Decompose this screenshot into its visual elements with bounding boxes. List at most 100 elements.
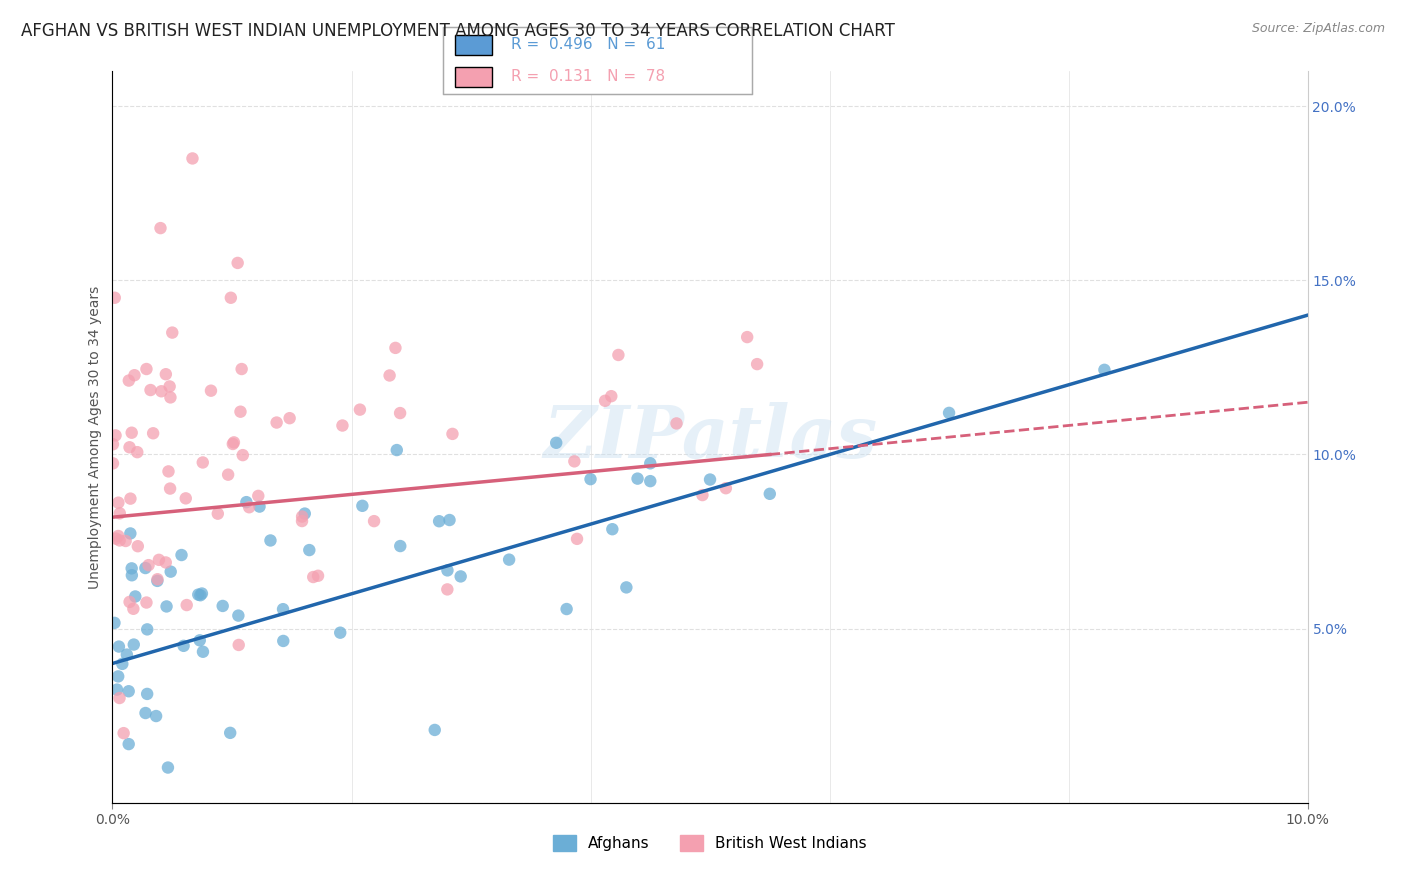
Point: [298, 543, 321, 558]
Point: [156, 760, 179, 774]
Point: [142, 426, 165, 441]
Y-axis label: Unemployment Among Ages 30 to 34 years: Unemployment Among Ages 30 to 34 years: [89, 285, 103, 589]
Point: [107, 496, 129, 510]
Point: [219, 291, 242, 305]
Point: [291, 509, 314, 524]
Point: [219, 726, 242, 740]
Point: [247, 489, 270, 503]
Point: [150, 384, 173, 399]
Point: [104, 532, 127, 546]
Point: [114, 533, 136, 548]
Point: [307, 568, 329, 582]
Point: [162, 326, 184, 340]
Point: [378, 368, 401, 383]
Point: [118, 684, 141, 698]
Point: [118, 374, 141, 388]
Point: [155, 368, 177, 382]
Point: [118, 440, 141, 454]
Point: [441, 426, 464, 441]
Point: [266, 416, 288, 430]
Point: [155, 599, 177, 614]
Point: [222, 437, 245, 451]
Point: [232, 448, 254, 462]
Point: [564, 454, 586, 468]
Point: [439, 513, 461, 527]
Point: [118, 595, 141, 609]
Point: [640, 456, 662, 470]
Point: [294, 507, 316, 521]
Point: [108, 691, 131, 706]
Point: [118, 737, 141, 751]
Point: [155, 556, 177, 570]
Point: [217, 467, 239, 482]
Point: [231, 362, 253, 376]
Point: [174, 491, 197, 506]
Point: [302, 570, 325, 584]
Text: Source: ZipAtlas.com: Source: ZipAtlas.com: [1251, 22, 1385, 36]
Point: [436, 563, 458, 577]
Point: [249, 500, 271, 514]
Point: [735, 330, 758, 344]
Legend: Afghans, British West Indians: Afghans, British West Indians: [547, 830, 873, 857]
Point: [121, 425, 143, 440]
Point: [122, 601, 145, 615]
Point: [120, 526, 142, 541]
Point: [565, 532, 588, 546]
Point: [759, 487, 782, 501]
Point: [159, 565, 181, 579]
Point: [665, 417, 688, 431]
Point: [149, 221, 172, 235]
Point: [115, 648, 138, 662]
Point: [108, 506, 131, 520]
Point: [188, 633, 211, 648]
Point: [238, 500, 260, 515]
Point: [271, 634, 294, 648]
Point: [101, 456, 124, 470]
Point: [352, 499, 374, 513]
Point: [107, 669, 129, 683]
Point: [938, 406, 960, 420]
Point: [145, 709, 167, 723]
Point: [139, 383, 162, 397]
FancyBboxPatch shape: [456, 35, 492, 55]
Point: [349, 402, 371, 417]
Point: [138, 558, 160, 573]
Point: [200, 384, 222, 398]
Point: [626, 472, 648, 486]
Point: [135, 595, 157, 609]
Point: [146, 574, 169, 588]
Point: [602, 522, 624, 536]
Point: [103, 615, 125, 630]
Point: [159, 391, 181, 405]
Point: [271, 602, 294, 616]
FancyBboxPatch shape: [456, 67, 492, 87]
Point: [228, 608, 250, 623]
Text: R =  0.496   N =  61: R = 0.496 N = 61: [510, 37, 665, 53]
Point: [159, 482, 181, 496]
Point: [187, 588, 209, 602]
Point: [105, 682, 128, 697]
Point: [124, 590, 146, 604]
Point: [450, 569, 472, 583]
Point: [699, 473, 721, 487]
Point: [112, 726, 135, 740]
Point: [191, 455, 214, 469]
Point: [259, 533, 281, 548]
Point: [124, 368, 146, 383]
Point: [121, 568, 143, 582]
Point: [181, 152, 204, 166]
Point: [107, 529, 129, 543]
Point: [235, 495, 257, 509]
Point: [101, 437, 124, 451]
Point: [291, 514, 314, 528]
Text: R =  0.131   N =  78: R = 0.131 N = 78: [510, 70, 665, 85]
Point: [329, 625, 352, 640]
Point: [389, 406, 412, 420]
Point: [226, 256, 249, 270]
Point: [745, 357, 768, 371]
Point: [427, 514, 450, 528]
Point: [579, 472, 602, 486]
Point: [640, 474, 662, 488]
Point: [148, 553, 170, 567]
Point: [134, 706, 156, 720]
